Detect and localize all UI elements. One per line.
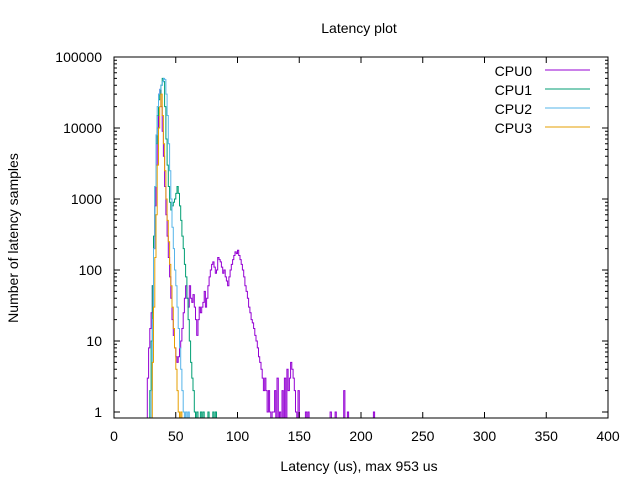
x-tick-label: 400 [596,428,620,444]
y-tick-label: 1000 [71,191,102,207]
legend-label-cpu1: CPU1 [495,82,533,98]
x-tick-label: 100 [226,428,250,444]
legend-label-cpu3: CPU3 [495,120,533,136]
series-layer [146,77,376,419]
series-line-cpu2 [149,77,191,419]
y-axis-label: Number of latency samples [5,153,21,323]
y-tick-label: 10000 [63,120,102,136]
legend: CPU0 CPU1 CPU2 CPU3 [495,63,590,136]
x-tick-label: 350 [535,428,559,444]
legend-label-cpu2: CPU2 [495,101,533,117]
x-tick-label: 250 [411,428,435,444]
x-axis-label: Latency (us), max 953 us [280,458,437,474]
x-tick-label: 0 [110,428,118,444]
axes-layer: 0 50 100 150 200 250 300 350 400 1 10 100 1000 10000 1… [55,49,620,444]
x-tick-label: 300 [473,428,497,444]
legend-label-cpu0: CPU0 [495,63,533,79]
x-tick-label: 150 [288,428,312,444]
series-line-cpu3 [151,93,184,419]
y-tick-label: 1 [94,404,102,420]
chart-title: Latency plot [321,20,397,36]
x-tick-label: 50 [168,428,184,444]
x-tick-label: 200 [349,428,373,444]
y-tick-label: 10 [86,333,102,349]
y-tick-label: 100000 [55,49,102,65]
y-tick-label: 100 [79,262,103,278]
